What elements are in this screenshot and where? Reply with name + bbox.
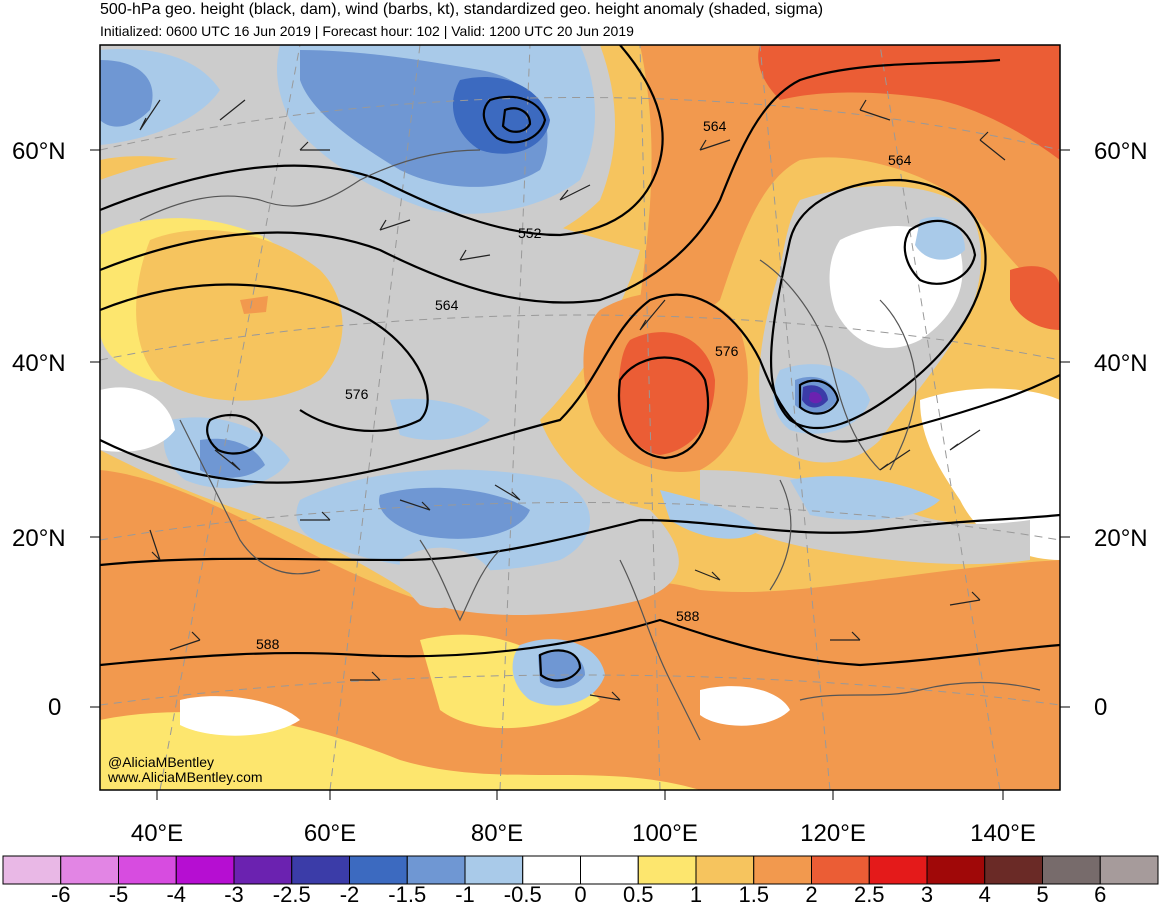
colorbar-tick-label: -0.5 [503, 882, 542, 907]
contour-label: 588 [676, 608, 700, 624]
colorbar-swatch [522, 855, 581, 885]
colorbar-swatch [175, 855, 235, 885]
chart-subtitle: Initialized: 0600 UTC 16 Jun 2019 | Fore… [100, 23, 634, 39]
lat-label-right: 60°N [1094, 138, 1148, 165]
colorbar-tick-label: -2 [339, 882, 360, 907]
colorbar-tick-label: 1.5 [738, 882, 770, 907]
lon-label: 140°E [970, 820, 1036, 847]
colorbar-tick-label: -3 [224, 882, 244, 907]
colorbar-tick-label: 5 [1036, 882, 1049, 907]
frame-ticks [90, 149, 1070, 800]
colorbar-tick-label: 2.5 [853, 882, 885, 907]
colorbar-swatch [753, 855, 812, 885]
colorbar-swatch [464, 855, 524, 885]
colorbar-swatch [233, 855, 293, 885]
colorbar-swatch [349, 855, 408, 885]
credit-handle: @AliciaMBentley [108, 754, 215, 770]
contour-label: 576 [345, 386, 369, 402]
colorbar-tick-label: 2 [805, 882, 818, 907]
colorbar-swatch [60, 855, 119, 885]
lon-label: 40°E [130, 820, 184, 847]
lat-label-right: 40°N [1094, 350, 1148, 377]
wind-barbs [139, 99, 1006, 701]
colorbar-swatch [811, 855, 870, 885]
chart-title: 500-hPa geo. height (black, dam), wind (… [100, 1, 824, 18]
colorbar-tick-label: 0 [574, 882, 587, 907]
coastlines [139, 149, 1041, 741]
colorbar-tick-label: 4 [978, 882, 991, 907]
colorbar-swatch [868, 855, 928, 885]
lon-label: 120°E [800, 820, 866, 847]
lat-label-left: 20°N [12, 525, 66, 552]
colorbar-tick-label: -5 [108, 882, 129, 907]
colorbar-swatch [926, 855, 986, 885]
graticule [100, 45, 1060, 790]
colorbar-tick-label: 6 [1094, 882, 1107, 907]
contour-label: 588 [256, 636, 280, 652]
colorbar-tick-label: -1 [455, 882, 475, 907]
contour-labels: 552 564 564 564 576 576 588 588 [256, 118, 912, 652]
lat-label-left: 60°N [12, 138, 66, 165]
contour-label: 564 [435, 297, 459, 313]
colorbar-swatch [1042, 855, 1101, 885]
colorbar [2, 855, 1159, 885]
contour-label: 576 [715, 343, 739, 359]
contour-label: 552 [518, 225, 542, 241]
lon-label: 60°E [303, 820, 357, 847]
lon-label: 100°E [632, 820, 698, 847]
map-frame [99, 44, 1061, 791]
colorbar-swatch [2, 855, 62, 885]
colorbar-tick-label: -2.5 [272, 882, 311, 907]
colorbar-swatch [1099, 855, 1159, 885]
credit-url: www.AliciaMBentley.com [108, 769, 263, 785]
lat-label-left: 40°N [12, 350, 66, 377]
colorbar-swatch [984, 855, 1043, 885]
colorbar-swatch [406, 855, 466, 885]
colorbar-swatch [580, 855, 639, 885]
colorbar-tick-label: -6 [50, 882, 71, 907]
colorbar-tick-label: -4 [166, 882, 187, 907]
lat-label-right: 20°N [1094, 525, 1148, 552]
colorbar-tick-label: 1 [689, 882, 703, 907]
contour-label: 564 [888, 152, 912, 168]
colorbar-swatch [637, 855, 697, 885]
lon-label: 80°E [470, 820, 524, 847]
colorbar-swatch [118, 855, 177, 885]
colorbar-tick-label: 0.5 [622, 882, 654, 907]
colorbar-tick-label: 3 [920, 882, 934, 907]
colorbar-tick-label: -1.5 [388, 882, 427, 907]
contour-label: 564 [703, 118, 727, 134]
colorbar-swatch [291, 855, 350, 885]
lat-label-right: 0 [1094, 694, 1108, 721]
lat-label-left: 0 [48, 694, 62, 721]
colorbar-swatch [695, 855, 755, 885]
height-contours [100, 45, 1060, 682]
